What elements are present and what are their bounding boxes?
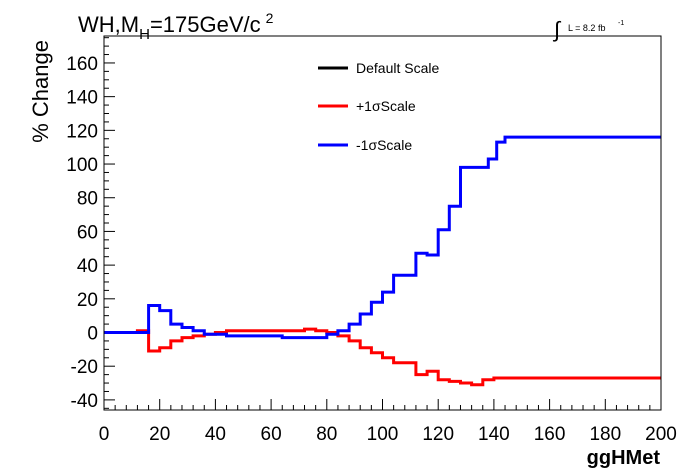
title-prefix: WH,M — [78, 12, 139, 37]
x-tick-label: 40 — [205, 424, 226, 445]
x-axis-label: ggHMet — [587, 447, 661, 469]
x-tick-label: 140 — [478, 424, 510, 445]
title-rest: =175GeV/c — [150, 12, 261, 37]
title-superscript: 2 — [266, 10, 274, 26]
plot-frame — [103, 35, 662, 411]
x-tick-label: 80 — [316, 424, 337, 445]
series-line-1 — [104, 327, 661, 387]
lumi-label: L = 8.2 fb — [568, 23, 605, 33]
y-tick-label: 100 — [66, 155, 98, 176]
y-tick-label: -20 — [71, 357, 98, 378]
y-tick-label: 0 — [87, 324, 98, 345]
x-tick-label: 180 — [589, 424, 621, 445]
x-tick-label: 60 — [261, 424, 282, 445]
x-tick-label: 0 — [99, 424, 110, 445]
y-tick-label: 80 — [77, 189, 98, 210]
x-tick-label: 120 — [422, 424, 454, 445]
series-line-2 — [104, 135, 661, 340]
chart-title: WH,MH=175GeV/c 2 — [78, 10, 274, 43]
lumi-superscript: -1 — [618, 20, 624, 27]
x-tick-label: 100 — [367, 424, 399, 445]
legend-label-plus-1sigma: +1σScale — [356, 98, 416, 114]
legend: Default Scale +1σScale -1σScale — [318, 60, 439, 153]
y-tick-label: 40 — [77, 256, 98, 277]
x-tick-label: 20 — [149, 424, 170, 445]
legend-label-minus-1sigma: -1σScale — [356, 137, 412, 153]
series-lines — [104, 135, 661, 387]
y-tick-label: -40 — [71, 391, 98, 412]
y-tick-label: 120 — [66, 121, 98, 142]
title-subscript: H — [139, 26, 150, 43]
y-tick-label: 160 — [66, 54, 98, 75]
legend-label-default-scale: Default Scale — [356, 60, 439, 76]
tick-labels: 0 20 40 60 80 100 120 140 160 180 200 -40 -20 0 20 40 60… — [66, 54, 677, 445]
y-tick-label: 140 — [66, 88, 98, 109]
y-tick-label: 20 — [77, 290, 98, 311]
y-tick-label: 60 — [77, 222, 98, 243]
lumi-integral-symbol: ∫ — [552, 17, 562, 42]
y-axis-label: % Change — [28, 40, 53, 143]
x-tick-label: 160 — [534, 424, 566, 445]
x-tick-label: 200 — [645, 424, 677, 445]
